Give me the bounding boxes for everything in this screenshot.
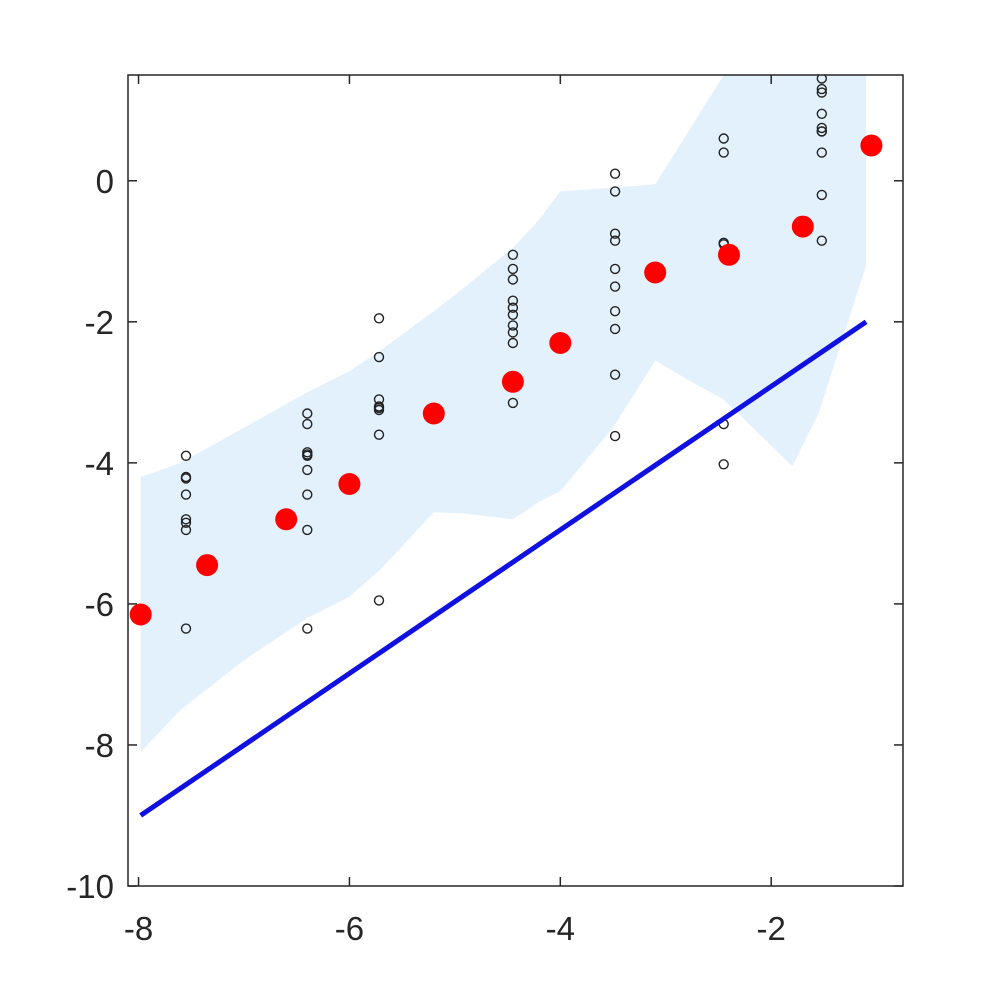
- observation-point: [373, 404, 385, 416]
- mean-point: [791, 215, 814, 238]
- mean-markers: [129, 134, 883, 626]
- observation-point: [180, 450, 192, 461]
- mean-point: [422, 402, 445, 425]
- observation-point: [373, 429, 385, 440]
- observation-point: [507, 309, 519, 320]
- observation-point: [180, 473, 192, 484]
- observation-point: [507, 397, 519, 409]
- y-axis: -10 -8 -6 -4 -2 0: [66, 163, 903, 905]
- x-tick-label: -2: [757, 910, 786, 947]
- confidence-band: [140, 75, 867, 752]
- reference-line: [139, 319, 868, 818]
- observation-point: [816, 75, 827, 84]
- observation-point: [180, 524, 192, 536]
- observation-point: [373, 595, 385, 606]
- observation-point: [609, 263, 621, 275]
- observation-point: [180, 489, 192, 500]
- mean-point: [129, 603, 152, 626]
- observation-point: [609, 306, 621, 317]
- x-tick-label: -8: [124, 910, 153, 947]
- y-tick-label: -6: [85, 586, 114, 623]
- observation-point: [816, 147, 827, 158]
- observation-point: [302, 623, 313, 634]
- observation-point: [507, 302, 519, 313]
- observation-point: [816, 189, 827, 201]
- observation-point: [302, 464, 313, 476]
- observation-point: [816, 87, 827, 98]
- observation-point: [302, 408, 313, 419]
- mean-point: [501, 370, 524, 393]
- observation-point: [609, 281, 621, 292]
- observation-point: [180, 623, 192, 634]
- observation-point: [180, 514, 192, 525]
- observation-point: [302, 524, 313, 536]
- observations: [180, 75, 827, 634]
- observation-point: [302, 449, 313, 460]
- observation-point: [507, 295, 519, 306]
- observation-point: [180, 517, 192, 528]
- observation-point: [609, 186, 621, 197]
- observation-point: [816, 108, 827, 120]
- observation-point: [507, 320, 519, 331]
- observation-point: [718, 459, 729, 470]
- observation-point: [816, 235, 827, 246]
- y-tick-label: -4: [85, 445, 114, 482]
- mean-point: [549, 332, 572, 354]
- observation-point: [816, 83, 827, 95]
- observation-point: [507, 249, 519, 261]
- axes-box: [127, 74, 904, 887]
- observation-point: [373, 351, 385, 363]
- observation-point: [609, 168, 621, 179]
- observation-point: [507, 274, 519, 285]
- mean-point: [275, 508, 298, 531]
- y-tick-label: -2: [85, 304, 114, 341]
- observation-point: [718, 147, 729, 158]
- x-tick-label: -4: [546, 910, 575, 947]
- y-tick-label: -8: [85, 727, 114, 764]
- observation-point: [609, 228, 621, 239]
- observation-point: [302, 418, 313, 430]
- observation-point: [373, 313, 385, 324]
- mean-point: [718, 243, 740, 266]
- observation-point: [609, 323, 621, 335]
- observation-point: [507, 263, 519, 275]
- y-tick-label: 0: [96, 163, 114, 200]
- observation-point: [302, 489, 313, 500]
- observation-point: [507, 327, 519, 338]
- y-tick-label: -10: [66, 868, 114, 905]
- observation-point: [609, 369, 621, 380]
- observation-point: [609, 430, 621, 442]
- observation-point: [718, 133, 729, 144]
- mean-point: [196, 554, 219, 577]
- observation-point: [816, 122, 827, 134]
- mean-point: [338, 473, 361, 495]
- observation-point: [816, 126, 827, 137]
- x-tick-label: -6: [335, 910, 364, 947]
- x-axis: -8 -6 -4 -2: [124, 75, 786, 947]
- mean-point: [644, 261, 667, 284]
- observation-point: [507, 337, 519, 349]
- observation-point: [609, 235, 621, 246]
- mean-point: [860, 134, 883, 157]
